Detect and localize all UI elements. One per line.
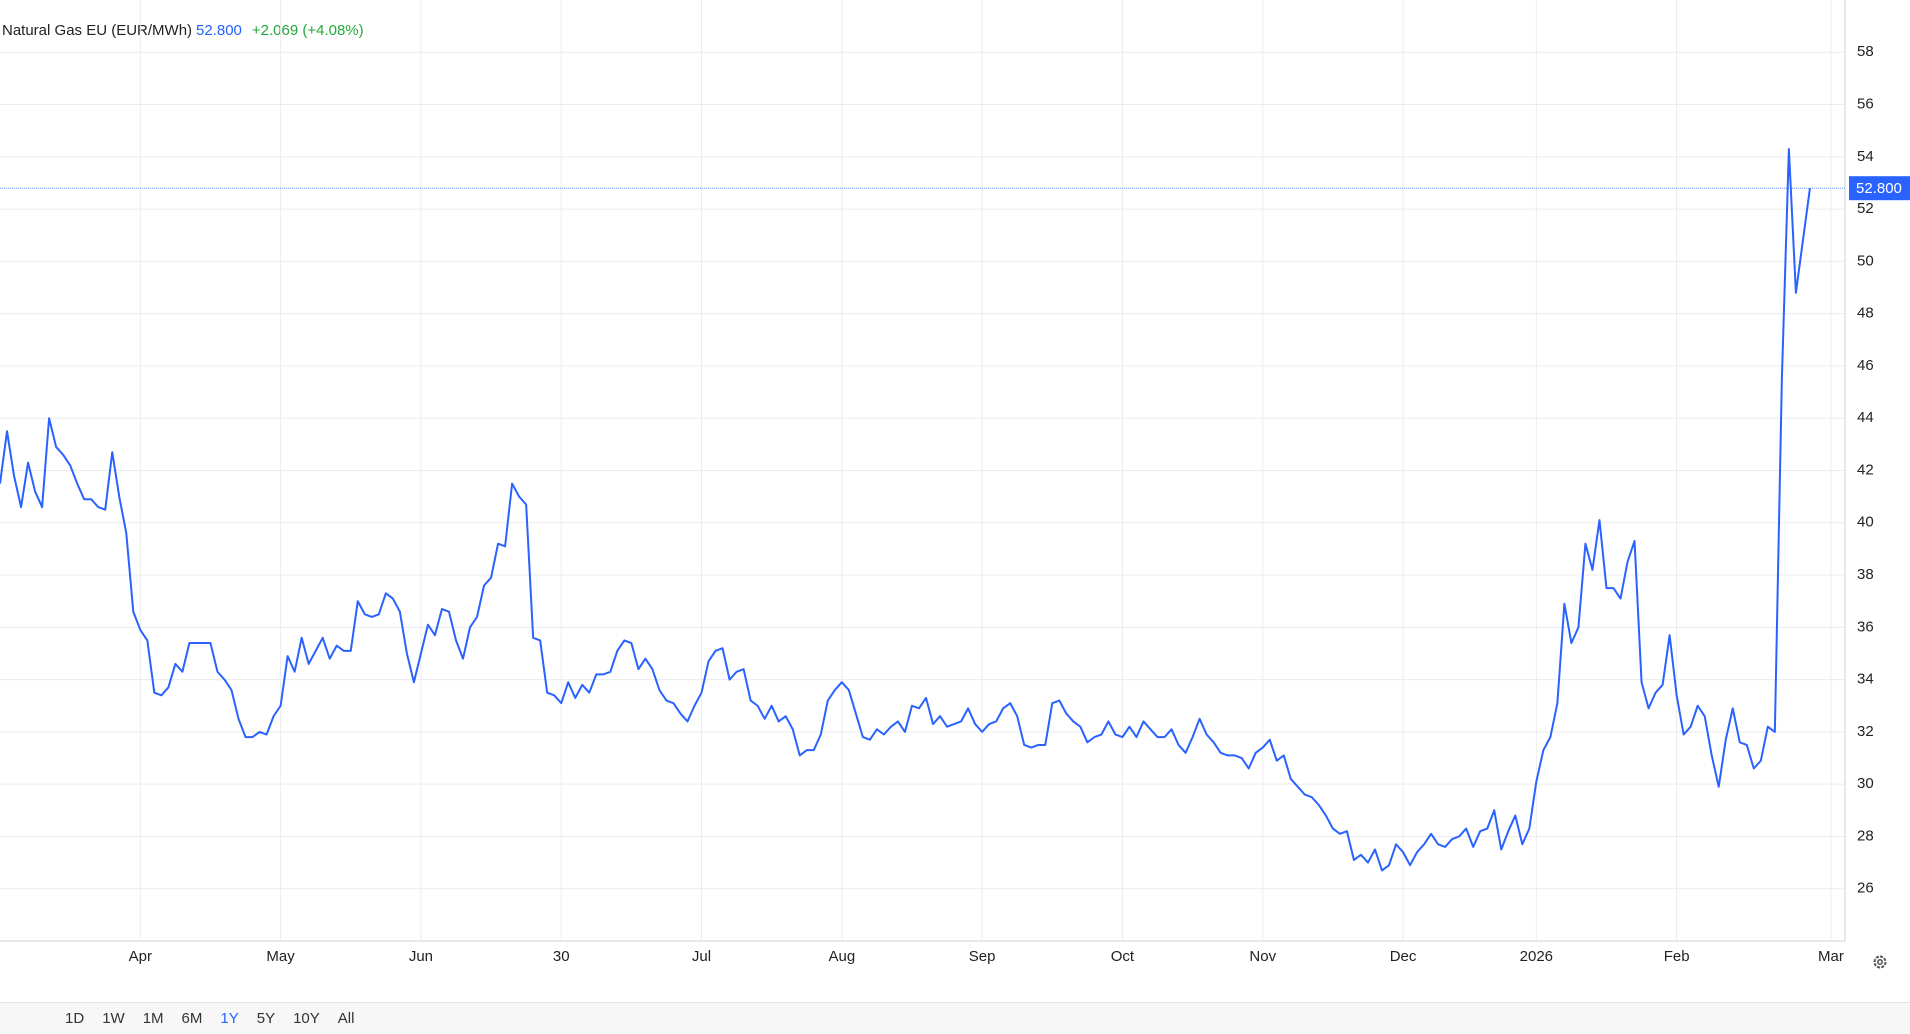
y-tick-label: 40 <box>1857 514 1874 531</box>
y-tick-label: 58 <box>1857 43 1874 60</box>
y-tick-label: 46 <box>1857 357 1874 374</box>
y-tick-label: 38 <box>1857 566 1874 583</box>
x-tick-label: Feb <box>1664 948 1690 965</box>
y-tick-label: 36 <box>1857 618 1874 635</box>
range-button[interactable]: 1Y <box>220 1010 239 1027</box>
y-tick-label: 52 <box>1857 200 1874 217</box>
y-tick-label: 42 <box>1857 461 1874 478</box>
x-tick-label: 2026 <box>1520 948 1553 965</box>
y-tick-label: 34 <box>1857 671 1874 688</box>
x-tick-label: Mar <box>1818 948 1844 965</box>
x-tick-label: Oct <box>1111 948 1135 965</box>
y-tick-label: 44 <box>1857 409 1874 426</box>
x-tick-label: Dec <box>1390 948 1417 965</box>
y-tick-label: 50 <box>1857 252 1874 269</box>
y-tick-label: 26 <box>1857 880 1874 897</box>
y-tick-label: 32 <box>1857 723 1874 740</box>
range-bar: 1D 1W 1M 6M 1Y 5Y 10Y All <box>0 1002 1910 1034</box>
y-tick-label: 30 <box>1857 775 1874 792</box>
x-tick-label: Sep <box>969 948 996 965</box>
last-price-label: 52.800 <box>1856 180 1902 197</box>
settings-icon[interactable] <box>1873 955 1887 969</box>
x-tick-label: Aug <box>828 948 855 965</box>
range-button[interactable]: 10Y <box>293 1010 320 1027</box>
x-tick-label: Jul <box>692 948 711 965</box>
range-button[interactable]: 1W <box>102 1010 125 1027</box>
range-button[interactable]: All <box>337 1010 355 1027</box>
x-tick-label: 30 <box>553 948 570 965</box>
chart-title: Natural Gas EU (EUR/MWh) <box>2 22 192 39</box>
chart: Natural Gas EU (EUR/MWh) 52.800 +2.069 (… <box>0 0 1910 969</box>
y-tick-label: 54 <box>1857 148 1874 165</box>
last-price-tag <box>1849 176 1910 201</box>
y-tick-label: 28 <box>1857 827 1874 844</box>
x-tick-label: Jun <box>409 948 433 965</box>
range-button[interactable]: 5Y <box>256 1010 276 1027</box>
x-tick-label: May <box>266 948 295 965</box>
y-tick-label: 56 <box>1857 96 1874 113</box>
x-tick-label: Apr <box>129 948 152 965</box>
x-tick-label: Nov <box>1249 948 1276 965</box>
header-price: 52.800 <box>196 22 242 39</box>
price-line <box>0 147 1811 872</box>
range-button[interactable]: 1D <box>65 1010 85 1027</box>
range-button[interactable]: 1M <box>142 1010 164 1027</box>
y-tick-label: 48 <box>1857 305 1874 322</box>
header-change: +2.069 (+4.08%) <box>252 22 364 39</box>
range-button[interactable]: 6M <box>181 1010 203 1027</box>
